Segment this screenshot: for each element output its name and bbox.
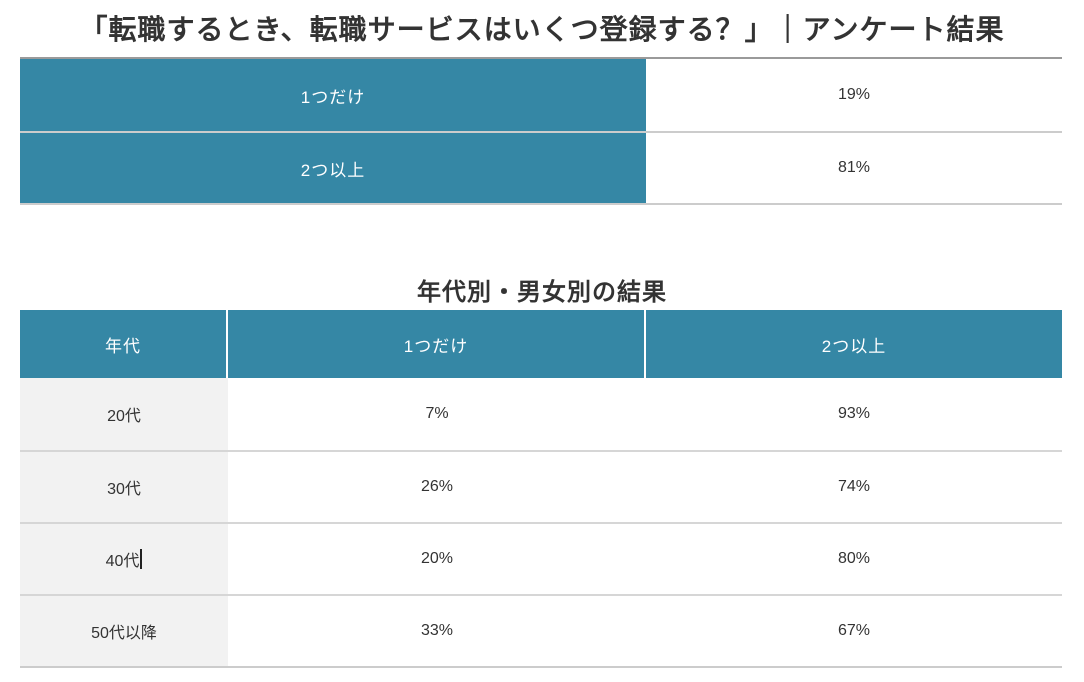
section-title: 年代別・男女別の結果 [417, 279, 667, 306]
table-row-20s: 20代 7% 93% [20, 378, 1062, 450]
table-header-row: 年代 1つだけ 2つ以上 [20, 310, 1062, 378]
header-two-plus[interactable]: 2つ以上 [821, 336, 887, 356]
cell-age-50s-plus[interactable]: 50代以降 [20, 596, 228, 666]
cell-age-20s[interactable]: 20代 [20, 378, 228, 450]
summary-value-two-plus[interactable]: 81% [646, 133, 1062, 203]
table-row-50s-plus: 50代以降 33% 67% [20, 594, 1062, 666]
cell-two-20s[interactable]: 93% [646, 378, 1062, 450]
cell-one-30s[interactable]: 26% [228, 452, 646, 522]
table-row-40s: 40代 20% 80% [20, 522, 1062, 594]
cell-two-30s[interactable]: 74% [646, 452, 1062, 522]
summary-value-one-only[interactable]: 19% [646, 59, 1062, 131]
cell-one-40s[interactable]: 20% [228, 524, 646, 594]
cell-text: 30代 [107, 481, 141, 498]
cell-one-50s-plus[interactable]: 33% [228, 596, 646, 666]
header-age[interactable]: 年代 [20, 310, 228, 378]
cell-text: 40代 [105, 553, 140, 570]
cell-text: 20代 [107, 408, 141, 425]
cell-one-20s[interactable]: 7% [228, 378, 646, 450]
cell-two-50s-plus[interactable]: 67% [646, 596, 1062, 666]
header-one-only[interactable]: 1つだけ [228, 310, 646, 378]
table-row: 1つだけ 19% [20, 59, 1062, 131]
cell-age-30s[interactable]: 30代 [20, 452, 228, 522]
summary-table: 1つだけ 19% 2つ以上 81% [20, 57, 1062, 205]
summary-label-one-only[interactable]: 1つだけ [20, 59, 646, 131]
cell-age-40s[interactable]: 40代 [20, 524, 228, 594]
table-row: 2つ以上 81% [20, 131, 1062, 203]
breakdown-table: 年代 1つだけ 2つ以上 20代 7% 93% 30代 26% 74% 40代 … [20, 310, 1062, 668]
cell-two-40s[interactable]: 80% [646, 524, 1062, 594]
cell-text: 50代以降 [91, 625, 157, 642]
text-caret [140, 549, 143, 569]
page-title: 「転職するとき、転職サービスはいくつ登録する？」｜アンケート結果 [79, 14, 1005, 45]
summary-label-two-plus[interactable]: 2つ以上 [20, 133, 646, 203]
table-row-30s: 30代 26% 74% [20, 450, 1062, 522]
